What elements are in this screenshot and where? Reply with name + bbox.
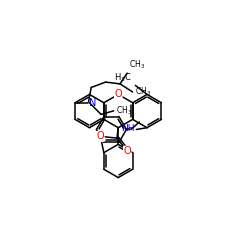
Text: CH$_3$: CH$_3$ bbox=[129, 59, 145, 71]
Text: CH$_3$: CH$_3$ bbox=[116, 104, 132, 117]
Text: O: O bbox=[114, 90, 122, 100]
Text: NH: NH bbox=[121, 124, 134, 133]
Text: H$_3$C: H$_3$C bbox=[114, 71, 132, 84]
Text: N: N bbox=[89, 98, 96, 108]
Text: CH$_3$: CH$_3$ bbox=[135, 86, 152, 98]
Text: O: O bbox=[96, 132, 104, 141]
Text: O: O bbox=[124, 146, 131, 156]
